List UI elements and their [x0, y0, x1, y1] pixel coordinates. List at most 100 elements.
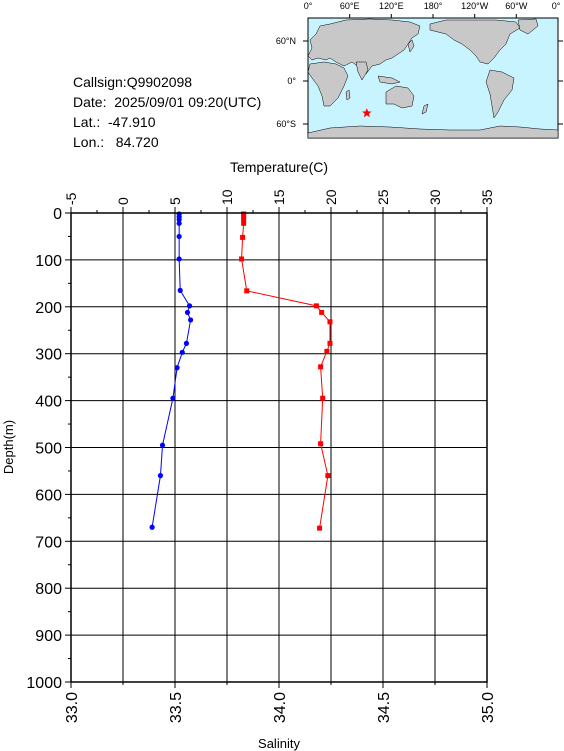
tick-labels: -5 0 5 10 15 20 25 30 35010020030040050060070080… [26, 189, 497, 723]
top-tick-label: 30 [427, 189, 443, 205]
bottom-tick-label: 34.5 [376, 692, 393, 723]
land-south-america [485, 69, 515, 119]
salinity-point [176, 216, 182, 223]
left-tick-label: 500 [35, 441, 62, 458]
map-lat-ticks [303, 40, 563, 125]
top-tick-label: 10 [219, 189, 235, 205]
left-tick-label: 400 [35, 394, 62, 411]
bottom-axis-label: Salinity [258, 736, 300, 751]
temperature-point [317, 525, 323, 531]
salinity-point [186, 303, 193, 309]
top-tick-label: 25 [375, 189, 391, 205]
map-lat-label: 0° [287, 76, 296, 86]
bottom-tick-label: 33.5 [168, 692, 185, 723]
temperature-point [319, 309, 325, 315]
land-newzealand [421, 103, 429, 115]
callsign-text: Callsign:Q9902098 [73, 74, 193, 90]
bottom-tick-label: 33.0 [64, 692, 81, 723]
salinity-profile-line [151, 213, 192, 528]
temperature-point [239, 256, 245, 262]
map-lon-label: 120°E [379, 1, 404, 11]
station-info: Callsign:Q9902098 Date: 2025/09/01 09:20… [73, 72, 261, 152]
lat-text: Lat.: -47.910 [73, 114, 156, 130]
left-tick-label: 0 [53, 206, 62, 223]
map-lon-ticks [349, 14, 517, 18]
top-tick-label: 20 [323, 189, 339, 205]
left-axis-label: Depth(m) [1, 420, 16, 474]
left-tick-label: 600 [35, 487, 62, 504]
left-tick-label: 900 [35, 628, 62, 645]
station-star-icon [362, 108, 372, 118]
map-lon-label: 180° [424, 1, 443, 11]
temperature-point [318, 441, 324, 447]
map-lon-labels: 0° 60°E 120°E 180° 120°W 60°W 0° [304, 1, 561, 11]
chart-series [149, 211, 333, 531]
land-antarctica [307, 125, 559, 139]
temperature-point [240, 234, 246, 240]
map-lon-label: 0° [552, 1, 561, 11]
land-india [355, 61, 369, 81]
land-indonesia [377, 75, 401, 85]
plot-frame [70, 212, 488, 683]
top-tick-label: 15 [271, 189, 287, 205]
temperature-point [327, 340, 333, 346]
salinity-point [183, 340, 190, 346]
salinity-point [188, 317, 194, 323]
land-australia [385, 85, 415, 109]
salinity-point [176, 220, 182, 226]
salinity-point [176, 256, 182, 262]
lon-text: Lon.: 84.720 [73, 134, 159, 150]
land-japan [407, 39, 415, 53]
land-greenland [517, 18, 539, 35]
top-axis-label: Temperature(C) [230, 159, 328, 175]
top-tick-label: -5 [63, 192, 79, 205]
temperature-point [327, 319, 333, 325]
map-lat-label: 60°S [276, 119, 296, 129]
left-tick-label: 800 [35, 581, 62, 598]
temperature-point [241, 211, 247, 217]
map-lat-labels: 60°N 0° 60°S [276, 36, 297, 129]
left-tick-label: 100 [35, 253, 62, 270]
map-lon-label: 0° [304, 1, 313, 11]
salinity-point [157, 473, 164, 479]
salinity-point [177, 287, 183, 293]
temperature-profile-line [241, 213, 331, 529]
salinity-point [170, 395, 176, 401]
temperature-point [313, 303, 319, 309]
date-text: Date: 2025/09/01 09:20(UTC) [73, 94, 262, 110]
temperature-point [320, 395, 326, 401]
salinity-point [176, 233, 182, 240]
map-land [307, 18, 559, 139]
salinity-point [174, 365, 180, 371]
chart-grid [71, 213, 487, 682]
land-madagascar [345, 89, 351, 101]
temperature-point [325, 473, 331, 479]
world-map: 0° 60°E 120°E 180° 120°W 60°W 0° 60°N 0°… [276, 1, 563, 139]
temperature-point [241, 220, 247, 226]
map-lon-label: 60°W [505, 1, 528, 11]
land-eurasia [307, 18, 421, 75]
left-tick-label: 700 [35, 534, 62, 551]
salinity-point [149, 524, 155, 530]
map-lat-label: 60°N [276, 36, 296, 46]
land-north-america [429, 19, 521, 65]
map-lon-label: 60°E [340, 1, 360, 11]
left-tick-label: 200 [35, 300, 62, 317]
temperature-point [318, 364, 324, 370]
left-tick-label: 300 [35, 347, 62, 364]
top-tick-label: 0 [115, 197, 131, 205]
temperature-point [324, 348, 330, 354]
salinity-point [179, 349, 185, 355]
bottom-tick-label: 35.0 [480, 692, 497, 723]
left-tick-label: 1000 [26, 675, 62, 692]
salinity-point [159, 442, 166, 448]
temperature-point [244, 288, 250, 294]
map-lon-label: 120°W [461, 1, 489, 11]
land-africa [307, 61, 349, 107]
temperature-point [241, 217, 247, 223]
temperature-point [241, 214, 247, 220]
top-tick-label: 35 [479, 189, 495, 205]
top-tick-label: 5 [167, 197, 183, 205]
salinity-point [184, 309, 191, 316]
